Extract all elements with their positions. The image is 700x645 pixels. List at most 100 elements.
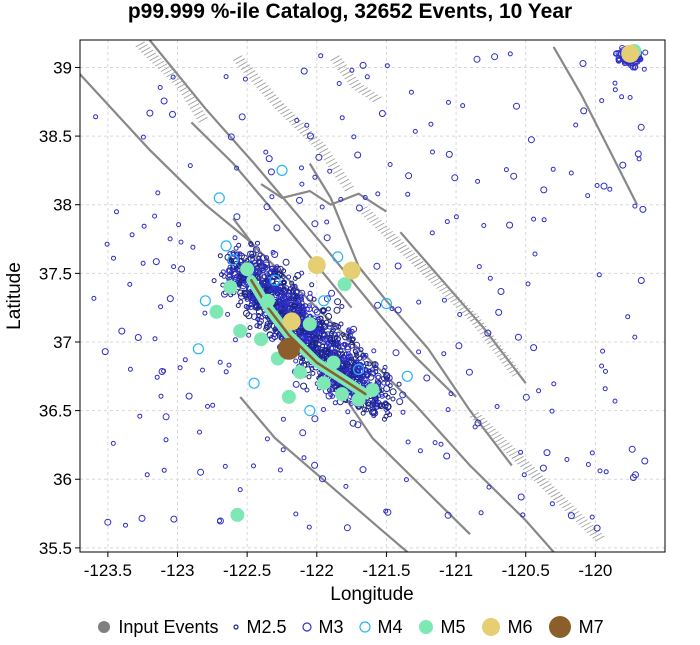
- event-marker: [438, 441, 444, 447]
- legend-label: M7: [578, 616, 604, 637]
- event-marker: [110, 440, 116, 446]
- event-marker: [412, 128, 418, 134]
- event-marker: [225, 311, 231, 317]
- event-marker: [321, 407, 326, 412]
- event-marker: [317, 370, 323, 376]
- event-marker: [233, 245, 239, 251]
- event-marker: [339, 304, 345, 309]
- thrust-hatch: [243, 67, 253, 73]
- event-marker: [263, 323, 271, 331]
- event-marker: [264, 436, 270, 442]
- thrust-hatch: [366, 214, 377, 221]
- event-marker: [441, 351, 447, 357]
- thrust-hatch: [272, 100, 282, 106]
- event-marker: [405, 191, 411, 197]
- event-marker: [101, 348, 109, 356]
- event-marker: [241, 276, 246, 282]
- thrust-hatch: [143, 49, 154, 56]
- y-axis-ticks: 35.5 36 36.5 37 37.5 38 38.5 39: [39, 58, 80, 558]
- thrust-hatch: [330, 55, 340, 61]
- thrust-hatch: [419, 266, 430, 273]
- event-marker: [293, 358, 299, 364]
- thrust-hatch: [251, 76, 261, 82]
- legend-item: M5: [417, 617, 466, 638]
- event-marker: [302, 362, 308, 368]
- event-marker: [249, 253, 255, 259]
- event-marker: [387, 162, 393, 167]
- event-marker: [373, 262, 381, 270]
- thrust-hatch: [313, 141, 324, 148]
- legend-marker: [481, 618, 500, 636]
- event-marker: [93, 114, 99, 120]
- event-marker: [230, 262, 238, 270]
- event-marker: [349, 419, 357, 427]
- event-marker: [178, 265, 186, 273]
- legend-item: M2.5: [232, 616, 287, 638]
- thrust-hatch: [389, 236, 399, 243]
- event-marker: [416, 349, 422, 355]
- event-marker: [543, 449, 551, 457]
- thrust-hatch: [285, 114, 296, 120]
- event-marker: [277, 305, 283, 311]
- event-marker: [378, 110, 386, 117]
- event-marker: [333, 334, 339, 340]
- event-marker: [263, 203, 271, 211]
- event-marker: [384, 403, 392, 411]
- thrust-hatch: [349, 79, 359, 86]
- event-marker: [549, 501, 555, 507]
- event-marker: [301, 455, 307, 461]
- event-marker: [374, 402, 380, 408]
- thrust-hatch: [572, 513, 583, 520]
- event-marker: [332, 400, 338, 406]
- event-marker: [383, 413, 389, 419]
- thrust-hatch: [256, 82, 266, 88]
- legend-label: M2.5: [246, 616, 287, 637]
- gridlines: [80, 40, 665, 552]
- event-marker: [573, 122, 579, 128]
- thrust-hatch: [383, 230, 393, 237]
- event-marker: [258, 277, 264, 283]
- event-marker: [246, 332, 252, 338]
- event-marker: [242, 76, 248, 82]
- event-marker: [300, 312, 306, 318]
- event-marker: [323, 346, 331, 354]
- fault-line: [239, 396, 409, 552]
- thrust-hatch: [377, 225, 388, 232]
- event-marker: [158, 368, 166, 375]
- thrust-hatch: [149, 55, 159, 61]
- event-marker: [318, 53, 324, 59]
- event-marker: [632, 334, 638, 340]
- event-marker: [367, 373, 375, 381]
- event-marker: [416, 299, 422, 305]
- thrust-hatch: [277, 106, 287, 112]
- event-marker: [226, 273, 232, 279]
- thrust-hatch: [141, 47, 151, 53]
- x-tick-label: -121.5: [362, 561, 410, 580]
- event-marker: [146, 109, 154, 117]
- event-marker: [589, 514, 595, 520]
- event-marker: [443, 452, 451, 460]
- thrust-hatch: [584, 524, 594, 531]
- y-tick-label: 37.5: [39, 264, 72, 283]
- thrust-hatch: [233, 55, 243, 61]
- thrust-hatch: [337, 175, 347, 182]
- event-marker: [506, 221, 514, 229]
- event-marker: [152, 213, 158, 219]
- event-marker: [270, 249, 276, 255]
- event-marker: [377, 403, 383, 409]
- thrust-hatch: [335, 61, 345, 68]
- thrust-hatch: [166, 71, 176, 78]
- event-m5: [209, 304, 224, 319]
- thrust-hatch: [453, 299, 463, 306]
- thrust-hatch: [253, 79, 264, 85]
- thrust-hatch: [146, 52, 157, 59]
- event-m5: [233, 324, 248, 338]
- event-marker: [325, 306, 331, 312]
- event-marker: [232, 277, 238, 283]
- event-marker: [359, 375, 365, 381]
- event-marker: [379, 391, 385, 397]
- event-marker: [453, 214, 459, 220]
- thrust-hatch: [567, 508, 577, 514]
- event-marker: [354, 151, 362, 159]
- event-marker: [343, 483, 349, 489]
